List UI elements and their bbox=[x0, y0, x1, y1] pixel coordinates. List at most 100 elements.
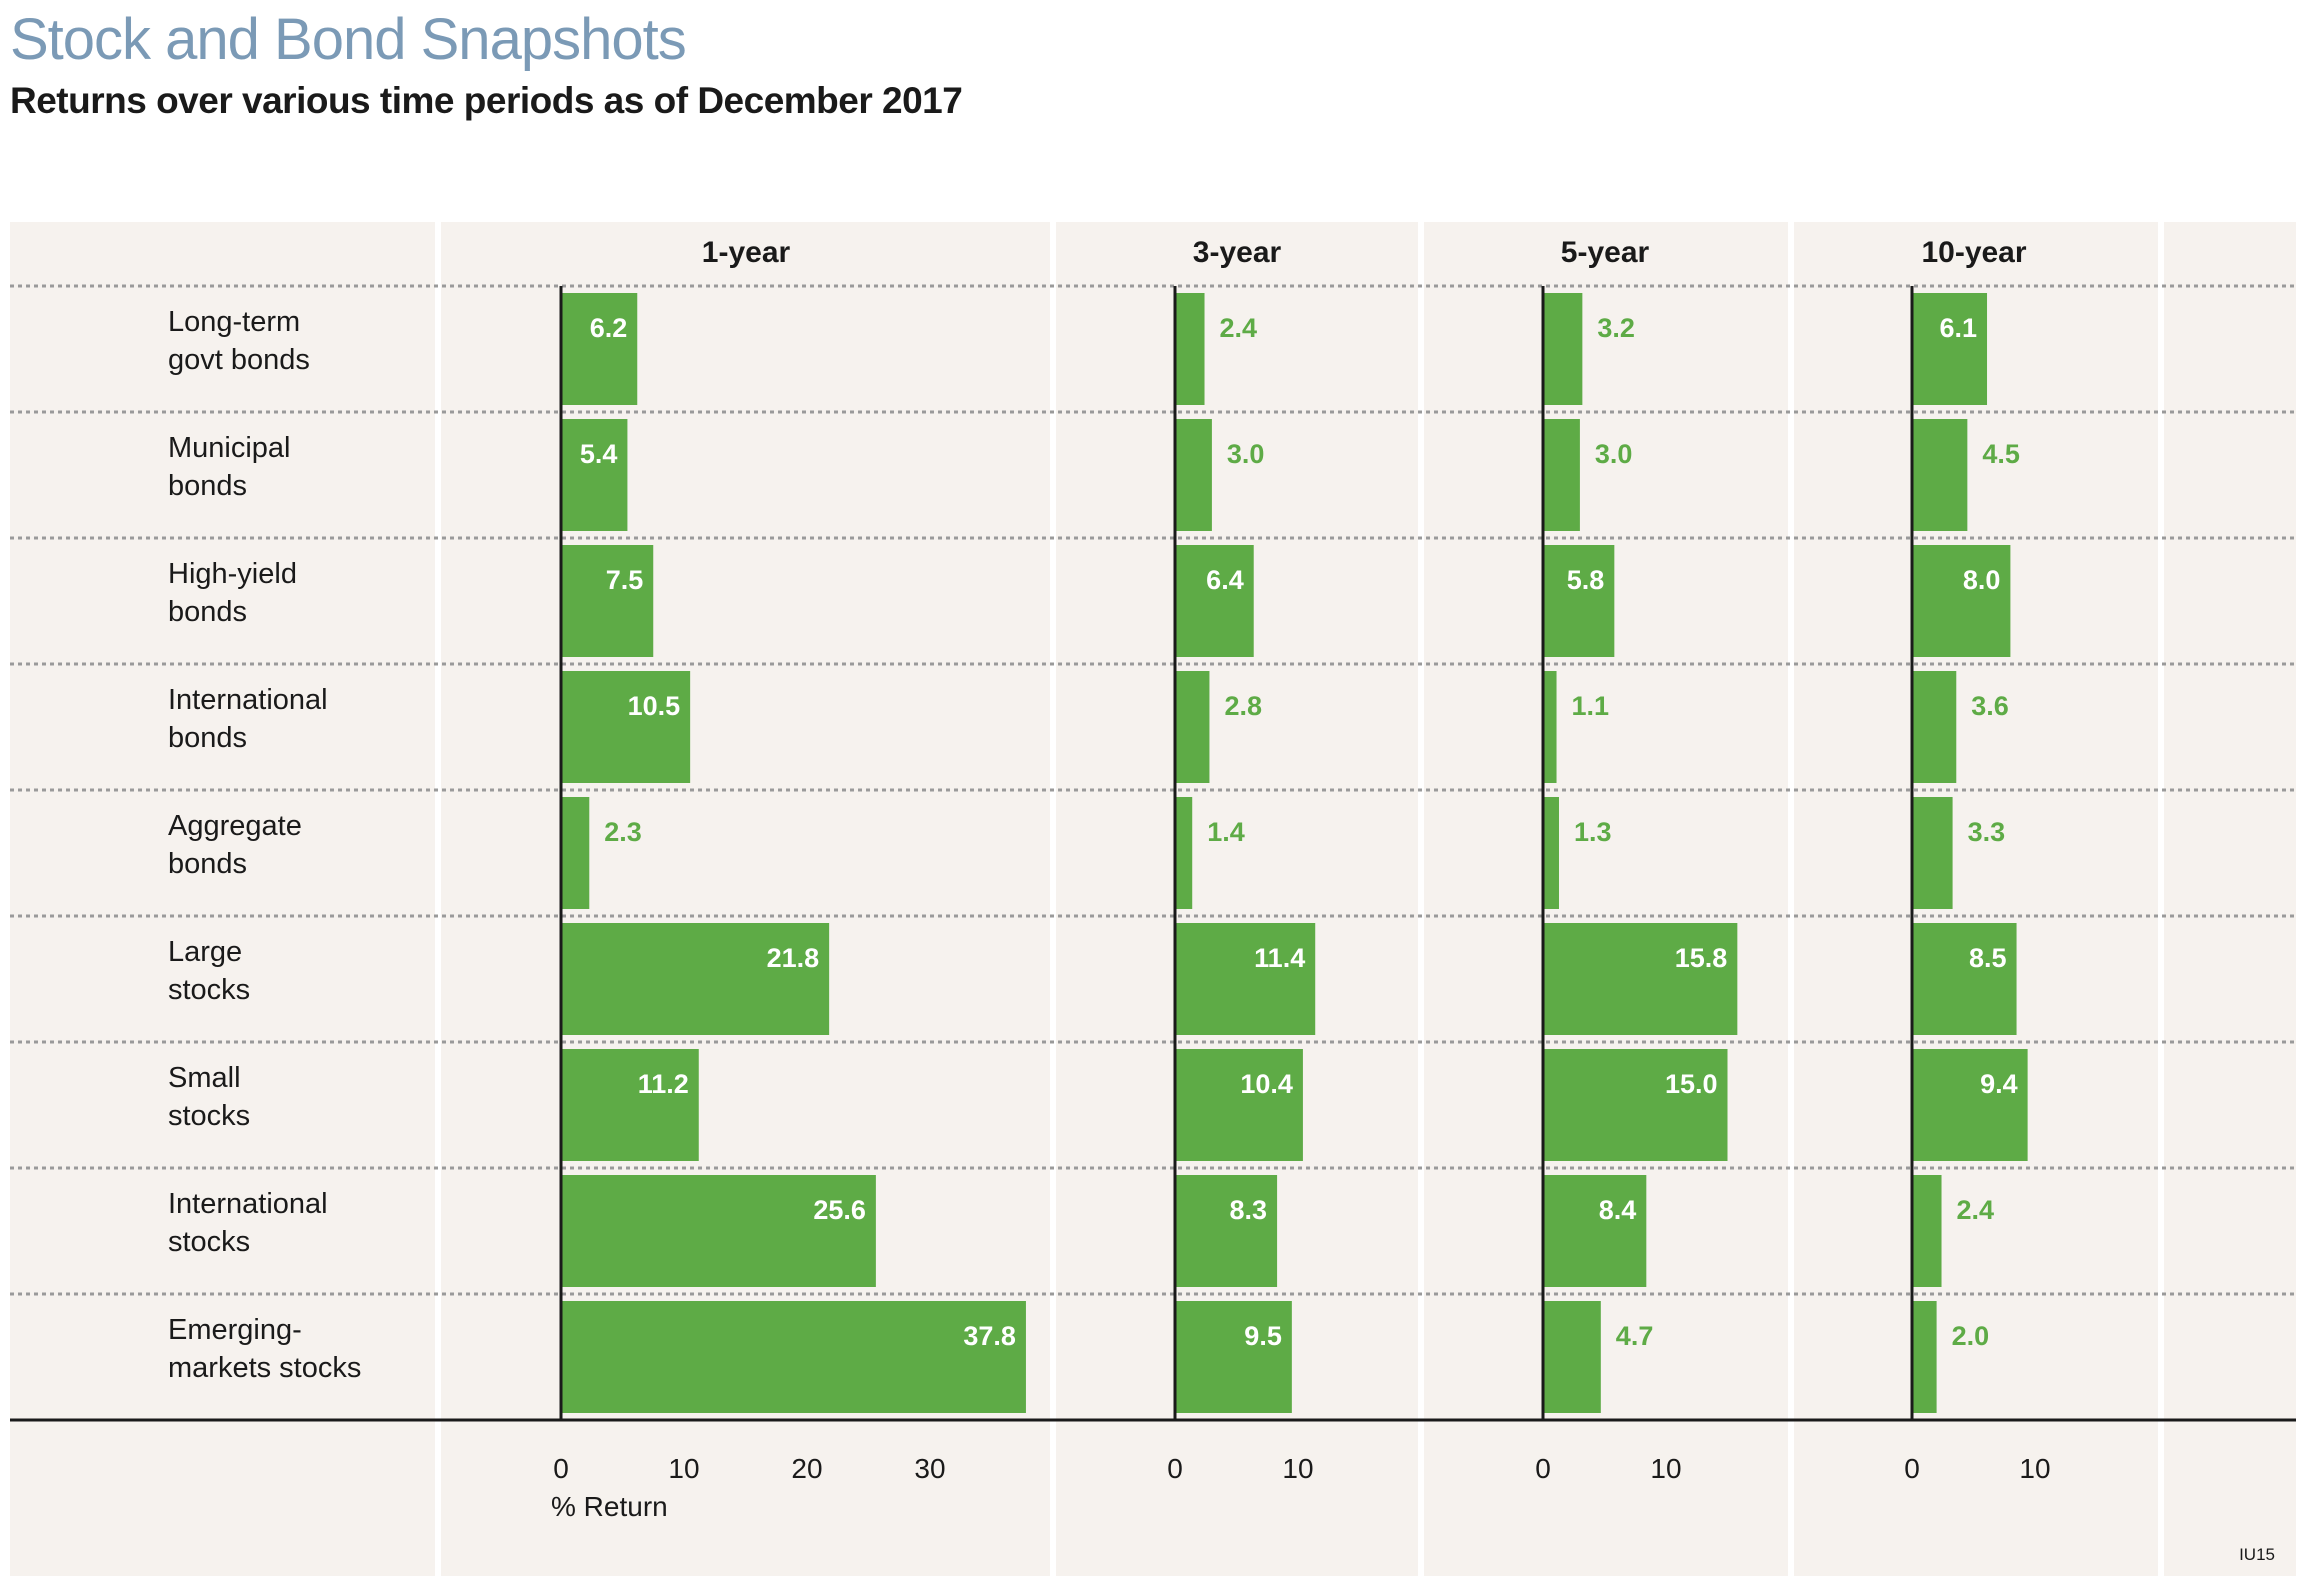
data-label: 4.7 bbox=[1616, 1321, 1654, 1351]
tick-label: 10 bbox=[1282, 1453, 1313, 1484]
chart-subtitle: Returns over various time periods as of … bbox=[10, 80, 963, 121]
bar bbox=[1912, 671, 1957, 783]
category-label: Large stocks bbox=[168, 936, 250, 1006]
tick-label: 0 bbox=[1904, 1453, 1920, 1484]
bar bbox=[1543, 923, 1738, 1035]
data-label: 1.4 bbox=[1207, 817, 1245, 847]
data-label: 21.8 bbox=[767, 943, 820, 973]
bar bbox=[1175, 1301, 1292, 1413]
data-label: 11.2 bbox=[638, 1069, 689, 1099]
data-label: 5.4 bbox=[580, 439, 618, 469]
category-label: Small stocks bbox=[168, 1062, 250, 1132]
bar bbox=[1175, 923, 1316, 1035]
tick-label: 10 bbox=[2019, 1453, 2050, 1484]
bar bbox=[1175, 545, 1254, 657]
category-label: Long-term govt bonds bbox=[168, 306, 310, 376]
tick-label: 30 bbox=[914, 1453, 945, 1484]
footnote: IU15 bbox=[2239, 1545, 2275, 1564]
panel-bg-5 bbox=[2164, 222, 2296, 1576]
category-label: Municipal bonds bbox=[168, 432, 291, 502]
data-label: 7.5 bbox=[606, 565, 644, 595]
bar bbox=[1543, 797, 1559, 909]
bar bbox=[561, 923, 830, 1035]
bar bbox=[561, 1175, 876, 1287]
bar bbox=[1912, 545, 2011, 657]
data-label: 25.6 bbox=[813, 1195, 866, 1225]
x-axis-label: % Return bbox=[551, 1491, 668, 1522]
category-label: Aggregate bonds bbox=[168, 810, 302, 880]
series-header: 5-year bbox=[1561, 236, 1650, 269]
bar bbox=[1912, 923, 2017, 1035]
bar bbox=[1175, 1175, 1278, 1287]
series-header: 10-year bbox=[1921, 236, 2026, 269]
bar bbox=[1175, 419, 1212, 531]
tick-label: 0 bbox=[1535, 1453, 1551, 1484]
bar bbox=[561, 1049, 699, 1161]
category-label: International bonds bbox=[168, 684, 328, 754]
data-label: 15.0 bbox=[1665, 1069, 1718, 1099]
bar bbox=[1543, 1049, 1728, 1161]
axes bbox=[10, 286, 2296, 1422]
data-label: 37.8 bbox=[963, 1321, 1016, 1351]
data-label: 2.0 bbox=[1952, 1321, 1990, 1351]
data-label: 3.3 bbox=[1968, 817, 2006, 847]
data-label: 9.5 bbox=[1244, 1321, 1282, 1351]
data-label: 10.4 bbox=[1240, 1069, 1293, 1099]
data-label: 4.5 bbox=[1982, 439, 2020, 469]
data-label: 5.8 bbox=[1567, 565, 1605, 595]
data-label: 2.4 bbox=[1220, 313, 1258, 343]
row-separators bbox=[10, 284, 2296, 1296]
bar bbox=[561, 293, 638, 405]
bar bbox=[1543, 1175, 1647, 1287]
bar bbox=[561, 545, 654, 657]
data-label: 8.5 bbox=[1969, 943, 2007, 973]
bar bbox=[1175, 1049, 1303, 1161]
text-labels: Long-term govt bonds Municipal bonds High-yi… bbox=[168, 236, 2275, 1564]
category-label: International stocks bbox=[168, 1188, 328, 1258]
bar bbox=[561, 797, 590, 909]
category-label: Emerging-markets stocks bbox=[168, 1314, 361, 1384]
bar bbox=[1543, 545, 1615, 657]
data-label: 11.4 bbox=[1254, 943, 1305, 973]
tick-label: 0 bbox=[553, 1453, 569, 1484]
bar bbox=[561, 671, 691, 783]
data-label: 8.4 bbox=[1599, 1195, 1637, 1225]
data-label: 15.8 bbox=[1675, 943, 1728, 973]
data-label: 3.2 bbox=[1597, 313, 1635, 343]
panel-bg-3 bbox=[1424, 222, 1788, 1576]
bar bbox=[1912, 293, 1988, 405]
data-label: 2.3 bbox=[604, 817, 642, 847]
bars bbox=[561, 293, 2028, 1413]
data-label: 6.4 bbox=[1206, 565, 1244, 595]
panel-bg-4 bbox=[1794, 222, 2158, 1576]
bar bbox=[1543, 1301, 1601, 1413]
bar bbox=[1175, 797, 1193, 909]
bar bbox=[1912, 1049, 2028, 1161]
data-label: 9.4 bbox=[1980, 1069, 2018, 1099]
bar bbox=[1543, 293, 1583, 405]
data-label: 2.8 bbox=[1224, 691, 1262, 721]
series-header: 3-year bbox=[1193, 236, 1282, 269]
bar bbox=[1912, 1175, 1942, 1287]
bar bbox=[1543, 419, 1580, 531]
data-label: 1.1 bbox=[1572, 691, 1610, 721]
bar bbox=[1912, 419, 1968, 531]
bar bbox=[1175, 671, 1210, 783]
bar bbox=[1912, 797, 1953, 909]
data-label: 2.4 bbox=[1957, 1195, 1995, 1225]
data-label: 6.2 bbox=[590, 313, 628, 343]
data-label: 3.0 bbox=[1595, 439, 1633, 469]
series-header: 1-year bbox=[702, 236, 791, 269]
tick-label: 10 bbox=[1650, 1453, 1681, 1484]
data-label: 6.1 bbox=[1939, 313, 1977, 343]
data-label: 8.3 bbox=[1230, 1195, 1268, 1225]
tick-label: 0 bbox=[1167, 1453, 1183, 1484]
data-label: 3.6 bbox=[1971, 691, 2009, 721]
bar bbox=[561, 419, 628, 531]
data-label: 8.0 bbox=[1963, 565, 2001, 595]
bar bbox=[1912, 1301, 1937, 1413]
panel-bg-0 bbox=[10, 222, 435, 1576]
tick-label: 20 bbox=[791, 1453, 822, 1484]
category-label: High-yield bonds bbox=[168, 558, 297, 628]
